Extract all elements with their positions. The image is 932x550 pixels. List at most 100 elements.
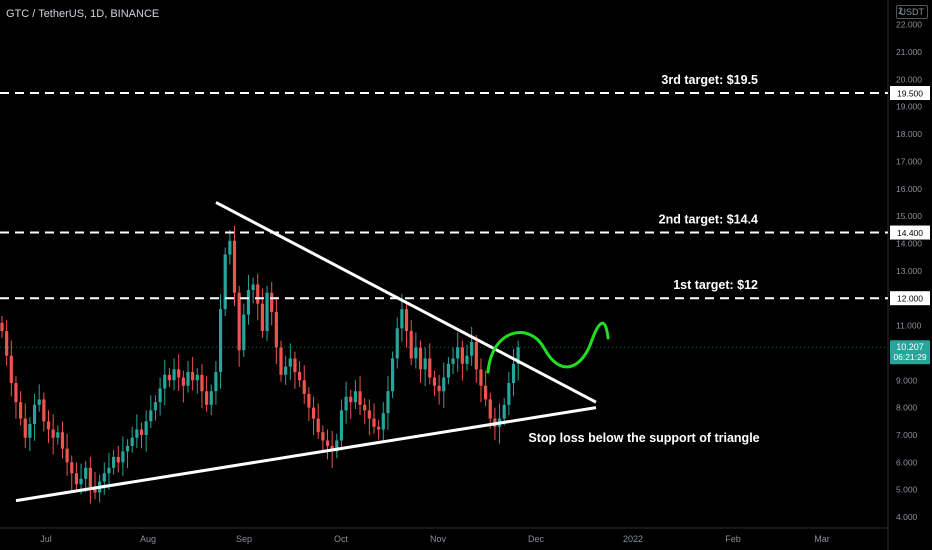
- candle-body: [186, 372, 190, 386]
- candle-body: [479, 369, 483, 386]
- candle-body: [284, 366, 288, 375]
- price-tick-label: 17.000: [896, 156, 922, 166]
- target-label: 2nd target: $14.4: [659, 213, 758, 227]
- candle-body: [214, 372, 218, 392]
- candle-body: [488, 399, 492, 419]
- candle-countdown: 06:21:29: [893, 352, 926, 362]
- symbol-header: GTC / TetherUS, 1D, BINANCE: [6, 8, 160, 20]
- candle-body: [372, 418, 376, 427]
- candle-body: [163, 374, 167, 389]
- price-tick-label: 13.000: [896, 266, 922, 276]
- candle-body: [5, 331, 9, 356]
- candle-body: [298, 372, 302, 381]
- candle-body: [218, 309, 223, 373]
- price-tick-label: 5.000: [896, 485, 918, 495]
- candle-body: [474, 341, 478, 370]
- projection-curve: [486, 321, 610, 374]
- candle-body: [325, 440, 330, 446]
- candle-body: [42, 399, 46, 422]
- candle-body: [260, 303, 264, 332]
- candle-body: [386, 391, 390, 414]
- price-tick-label: 15.000: [896, 211, 922, 221]
- candle-body: [335, 440, 339, 452]
- candle-body: [344, 396, 348, 411]
- candle-body: [0, 322, 4, 332]
- candle-body: [84, 467, 88, 479]
- price-tick-label: 20.000: [896, 74, 922, 84]
- candle-body: [511, 363, 516, 384]
- target-axis-badge-label: 12.000: [897, 294, 923, 304]
- price-tick-label: 11.000: [896, 321, 922, 331]
- candle-body: [270, 292, 274, 312]
- candle-body: [93, 486, 97, 493]
- candle-body: [153, 402, 158, 411]
- candle-body: [400, 309, 404, 329]
- candle-body: [456, 347, 460, 359]
- candle-body: [358, 391, 362, 405]
- candle-body: [149, 410, 153, 422]
- candle-body: [274, 311, 278, 348]
- candle-body: [451, 358, 455, 364]
- candle-body: [65, 448, 69, 463]
- candle-body: [167, 374, 171, 381]
- candle-body: [9, 355, 13, 384]
- candle-body: [177, 369, 181, 378]
- candle-body: [135, 429, 139, 438]
- time-tick-label: Nov: [430, 534, 447, 544]
- candle-body: [311, 407, 316, 419]
- time-tick-label: Dec: [528, 534, 545, 544]
- last-price-badge[interactable]: [890, 340, 930, 365]
- candle-body: [181, 377, 185, 386]
- candle-body: [172, 369, 176, 381]
- target-axis-badge-label: 19.500: [897, 89, 923, 99]
- candle-body: [265, 292, 269, 332]
- price-tick-label: 16.000: [896, 184, 922, 194]
- candle-body: [14, 383, 18, 403]
- candle-body: [395, 328, 399, 359]
- candle-body: [56, 432, 60, 438]
- target-axis-badge: [890, 225, 930, 240]
- price-tick-label: 8.000: [896, 403, 918, 413]
- candle-body: [19, 402, 23, 419]
- time-tick-label: Oct: [334, 534, 349, 544]
- currency-badge[interactable]: USDT: [895, 5, 928, 19]
- candle-body: [46, 421, 51, 430]
- candle-body: [228, 240, 232, 255]
- candle-body: [51, 429, 55, 438]
- target-axis-badge-label: 14.400: [897, 228, 923, 238]
- candle-body: [293, 358, 297, 373]
- candle-body: [23, 418, 27, 438]
- candle-body: [465, 355, 469, 364]
- candle-body: [112, 456, 116, 468]
- candle-body: [28, 424, 32, 438]
- candle-body: [377, 426, 381, 430]
- candle-body: [158, 388, 162, 403]
- candle-body: [200, 374, 204, 392]
- target-label: 1st target: $12: [673, 278, 758, 292]
- price-tick-label: 22.000: [896, 20, 922, 30]
- time-tick-label: Feb: [725, 534, 741, 544]
- candle-body: [353, 391, 357, 403]
- price-tick-label: 7.000: [896, 430, 918, 440]
- time-tick-label: Sep: [236, 534, 252, 544]
- time-tick-label: 2022: [623, 534, 643, 544]
- candle-body: [446, 363, 450, 378]
- candle-body: [191, 372, 195, 381]
- candle-body: [432, 377, 437, 386]
- target-axis-badge: [890, 291, 930, 306]
- candle-body: [460, 347, 464, 364]
- candle-body: [232, 240, 237, 293]
- candle-body: [102, 473, 106, 482]
- triangle-resistance-line: [215, 201, 597, 404]
- candle-body: [60, 432, 65, 449]
- candle-body: [88, 467, 92, 487]
- candle-body: [339, 410, 344, 441]
- price-tick-label: 21.000: [896, 47, 922, 57]
- candle-body: [363, 404, 367, 411]
- candle-body: [209, 391, 213, 405]
- candle-body: [70, 462, 74, 474]
- candle-body: [516, 347, 520, 364]
- candle-body: [130, 437, 134, 446]
- candle-body: [37, 399, 41, 405]
